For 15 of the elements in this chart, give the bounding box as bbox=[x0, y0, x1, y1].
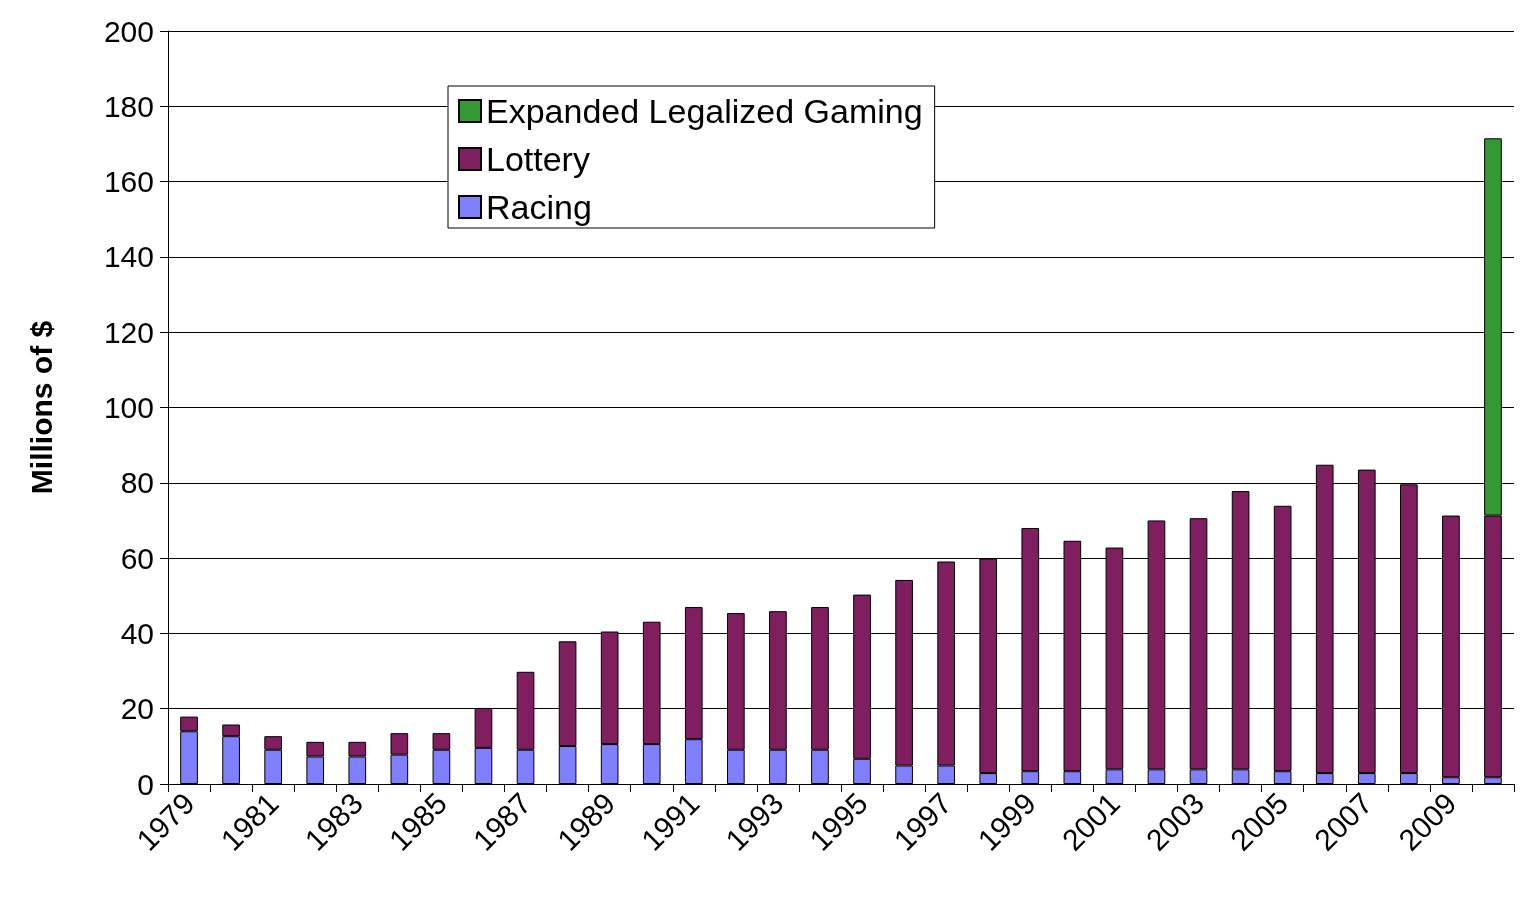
y-tick-label: 40 bbox=[120, 616, 154, 650]
legend-label: Expanded Legalized Gaming bbox=[486, 92, 923, 130]
y-tick-label: 140 bbox=[103, 240, 154, 274]
y-tick-label: 80 bbox=[120, 466, 154, 500]
y-tick-label: 60 bbox=[120, 541, 154, 575]
legend-label: Racing bbox=[486, 188, 592, 226]
legend-label: Lottery bbox=[486, 140, 590, 178]
y-tick-label: 120 bbox=[103, 315, 154, 349]
y-tick-label: 100 bbox=[103, 391, 154, 424]
y-tick-label: 0 bbox=[137, 767, 154, 801]
y-tick-label: 180 bbox=[103, 89, 154, 123]
y-axis-title: Millions of $ bbox=[24, 320, 58, 495]
y-tick-label: 200 bbox=[103, 14, 154, 48]
y-tick-label: 20 bbox=[120, 692, 154, 726]
y-tick-label: 160 bbox=[103, 165, 154, 199]
